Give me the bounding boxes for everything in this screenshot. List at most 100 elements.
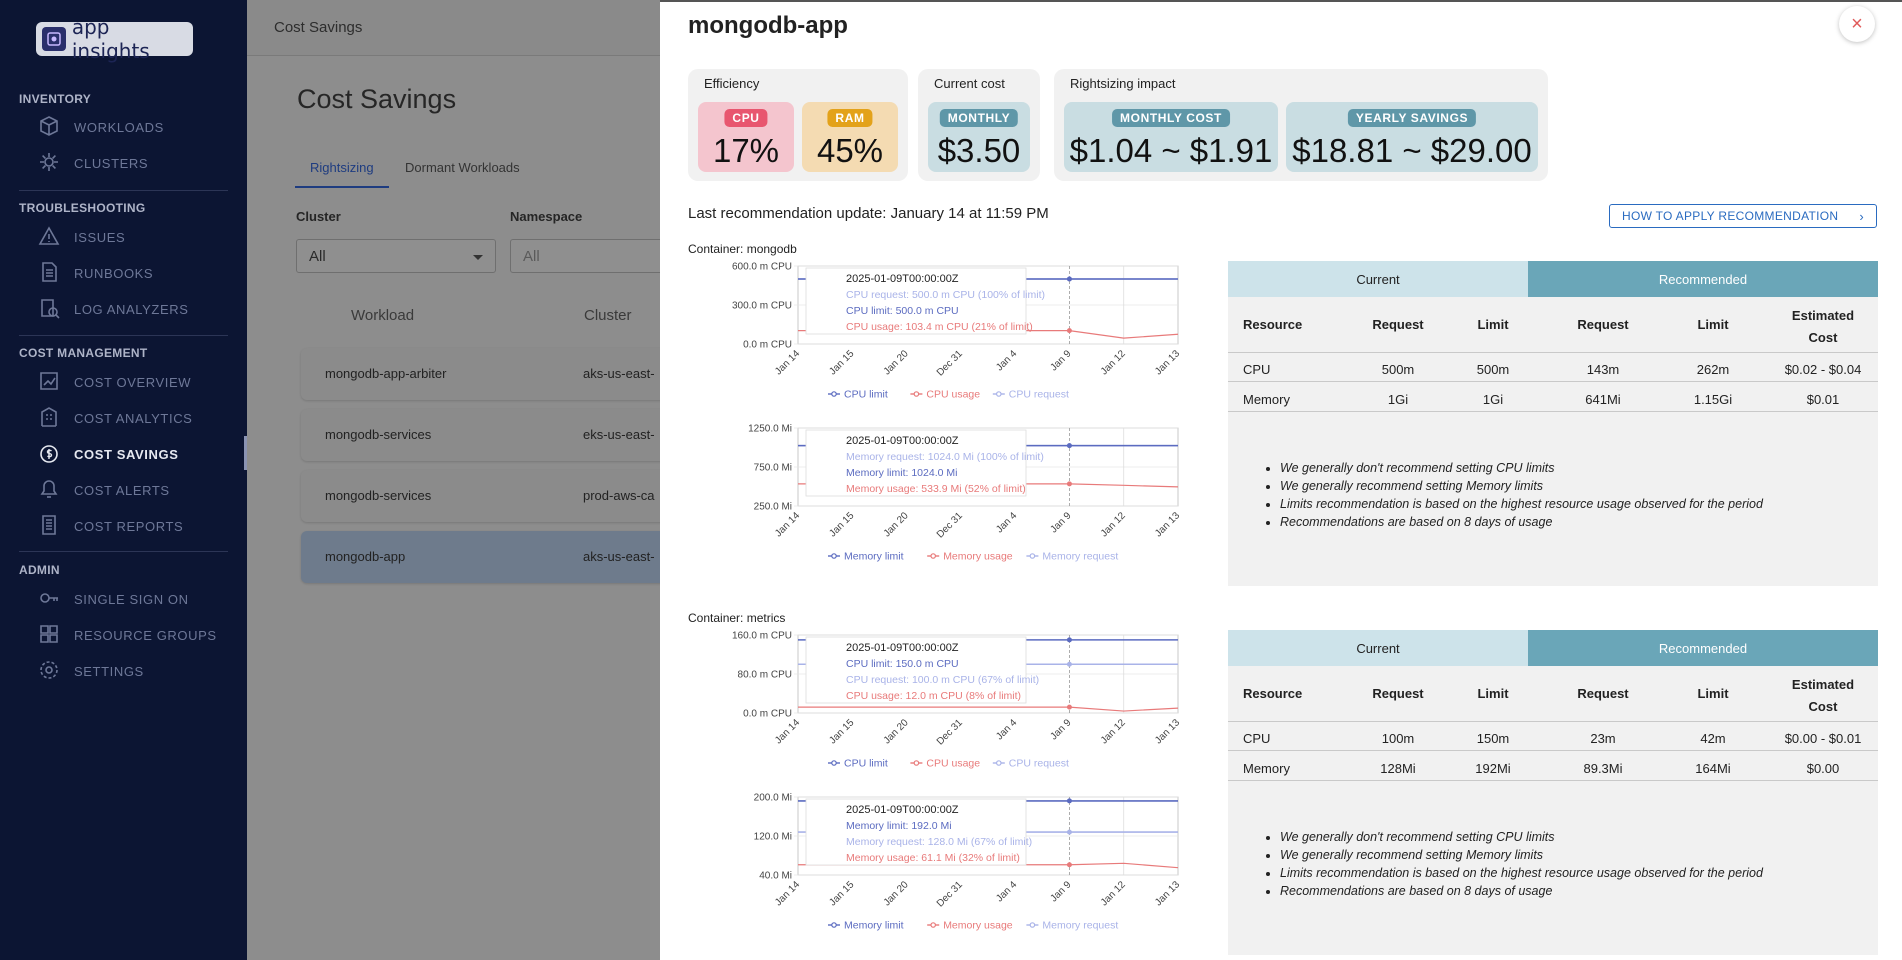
sidebar-item-log-analyzers[interactable]: LOG ANALYZERS <box>38 295 238 323</box>
note-item: We generally don't recommend setting CPU… <box>1280 828 1763 846</box>
table-divider <box>1228 411 1878 412</box>
active-tab-underline <box>295 186 389 188</box>
y-tick-label: 250.0 Mi <box>754 502 792 513</box>
sidebar-item-issues[interactable]: ISSUES <box>38 223 238 251</box>
note-item: Recommendations are based on 8 days of u… <box>1280 882 1763 900</box>
sidebar-item-settings[interactable]: SETTINGS <box>38 657 238 685</box>
sidebar-item-cost-alerts[interactable]: COST ALERTS <box>38 476 238 504</box>
tooltip-line-limit: CPU limit: 150.0 m CPU <box>846 658 959 670</box>
legend-label-limit: CPU limit <box>844 758 888 770</box>
series-point-usage <box>1066 328 1072 334</box>
sidebar-item-cost-savings[interactable]: COST SAVINGS <box>38 440 238 468</box>
recommended-header: Recommended <box>1528 261 1878 297</box>
cluster-select[interactable]: All <box>296 239 496 273</box>
series-point-limit <box>1066 637 1072 643</box>
x-tick-label: Jan 9 <box>1048 717 1073 742</box>
tab-dormant-workloads[interactable]: Dormant Workloads <box>405 160 520 175</box>
mongodb-cpu-chart: 600.0 m CPU 300.0 m CPU 0.0 m CPU Jan 14 Jan… <box>688 252 1188 407</box>
legend-marker-usage <box>930 922 937 928</box>
resource-cell: Memory <box>1243 761 1290 776</box>
resource-cell: CPU <box>1243 362 1271 377</box>
legend-marker-limit <box>831 553 837 559</box>
sidebar-divider <box>19 335 228 336</box>
tooltip-box <box>805 636 1027 704</box>
yearly-savings-card: YEARLY SAVINGS $18.81 ~ $29.00 <box>1286 102 1538 172</box>
namespace-select[interactable]: All <box>510 239 670 273</box>
metrics-memory-chart: 200.0 Mi 120.0 Mi 40.0 Mi Jan 14 Jan 15 Jan 2… <box>688 783 1188 938</box>
tooltip-line-request: Memory request: 1024.0 Mi (100% of limit… <box>846 451 1044 463</box>
x-tick-label: Jan 4 <box>994 879 1019 904</box>
efficiency-panel: Efficiency CPU 17% RAM 45% <box>688 69 908 181</box>
recommendation-drawer: mongodb-app × Efficiency CPU 17% RAM 45%… <box>660 0 1902 960</box>
close-button[interactable]: × <box>1839 6 1875 42</box>
tooltip-box <box>805 267 1027 335</box>
series-point-usage <box>1066 862 1072 868</box>
ram-badge: RAM <box>827 109 873 127</box>
sidebar-item-label: COST REPORTS <box>74 518 184 534</box>
table-row-selected[interactable]: mongodb-app aks-us-east- <box>301 531 721 583</box>
table-row[interactable]: mongodb-services prod-aws-ca <box>301 470 721 522</box>
column-header: Estimated Cost <box>1791 308 1855 345</box>
cube-icon <box>38 115 74 140</box>
topbar-title: Cost Savings <box>274 19 363 36</box>
sidebar-section-admin: ADMIN <box>19 563 60 577</box>
page-title: Cost Savings <box>297 84 457 114</box>
sidebar-item-cost-overview[interactable]: COST OVERVIEW <box>38 368 238 396</box>
x-tick-label: Jan 15 <box>827 348 856 377</box>
column-header: Limit <box>1697 686 1729 701</box>
monthly-cost-impact-value: $1.04 ~ $1.91 <box>1069 132 1273 169</box>
x-tick-label: Jan 13 <box>1153 348 1182 377</box>
tooltip-line-request: CPU request: 100.0 m CPU (67% of limit) <box>846 674 1039 686</box>
legend-marker-usage <box>913 391 920 397</box>
active-indicator <box>244 436 247 470</box>
sidebar-item-cost-reports[interactable]: COST REPORTS <box>38 512 238 540</box>
column-header: Limit <box>1477 686 1509 701</box>
resource-cell: Memory <box>1243 392 1290 407</box>
workload-name: mongodb-app-arbiter <box>325 366 447 381</box>
estimated-cost-cell: $0.00 - $0.01 <box>1784 731 1862 746</box>
tooltip-line-usage: CPU usage: 12.0 m CPU (8% of limit) <box>846 690 1021 702</box>
y-tick-label: 80.0 m CPU <box>738 670 792 681</box>
sidebar-item-workloads[interactable]: WORKLOADS <box>38 113 238 141</box>
logo-mark-icon <box>42 27 66 51</box>
x-tick-label: Jan 14 <box>773 348 802 377</box>
legend-marker-request <box>995 760 1002 766</box>
y-tick-label: 1250.0 Mi <box>748 424 792 435</box>
sidebar-item-label: RUNBOOKS <box>74 265 154 281</box>
legend-label-usage: CPU usage <box>926 758 980 770</box>
table-row[interactable]: mongodb-app-arbiter aks-us-east- <box>301 348 721 400</box>
how-to-apply-button[interactable]: HOW TO APPLY RECOMMENDATION › <box>1609 204 1877 228</box>
x-tick-label: Jan 14 <box>773 717 802 746</box>
recommended-request-cell: 143m <box>1586 362 1620 377</box>
gear-icon <box>38 151 74 176</box>
table-row[interactable]: mongodb-services eks-us-east- <box>301 409 721 461</box>
key-icon <box>38 587 74 612</box>
app-logo[interactable]: app insights <box>36 15 193 63</box>
legend-marker-usage <box>930 553 937 559</box>
current-request-cell: 100m <box>1381 731 1415 746</box>
tooltip-box <box>805 429 1027 497</box>
tooltip-title: 2025-01-09T00:00:00Z <box>846 804 959 816</box>
sidebar-item-single-sign-on[interactable]: SINGLE SIGN ON <box>38 585 238 613</box>
tab-rightsizing[interactable]: Rightsizing <box>310 160 374 175</box>
workload-cluster: prod-aws-ca <box>583 488 655 503</box>
sidebar-section-troubleshooting: TROUBLESHOOTING <box>19 201 146 215</box>
sidebar-item-runbooks[interactable]: RUNBOOKS <box>38 259 238 287</box>
table-divider <box>1228 381 1878 382</box>
monthly-cost-impact-card: MONTHLY COST $1.04 ~ $1.91 <box>1064 102 1278 172</box>
legend-label-usage: Memory usage <box>943 920 1013 932</box>
sidebar-item-resource-groups[interactable]: RESOURCE GROUPS <box>38 621 238 649</box>
x-tick-label: Jan 15 <box>827 510 856 539</box>
x-tick-label: Dec 31 <box>935 348 965 378</box>
x-tick-label: Jan 20 <box>882 717 911 746</box>
document-icon <box>38 261 74 286</box>
tooltip-line-request: CPU request: 500.0 m CPU (100% of limit) <box>846 289 1045 301</box>
sidebar-item-cost-analytics[interactable]: COST ANALYTICS <box>38 404 238 432</box>
current-cost-panel: Current cost MONTHLY $3.50 <box>918 69 1040 181</box>
sidebar-item-clusters[interactable]: CLUSTERS <box>38 149 238 177</box>
legend-label-request: CPU request <box>1009 758 1069 770</box>
